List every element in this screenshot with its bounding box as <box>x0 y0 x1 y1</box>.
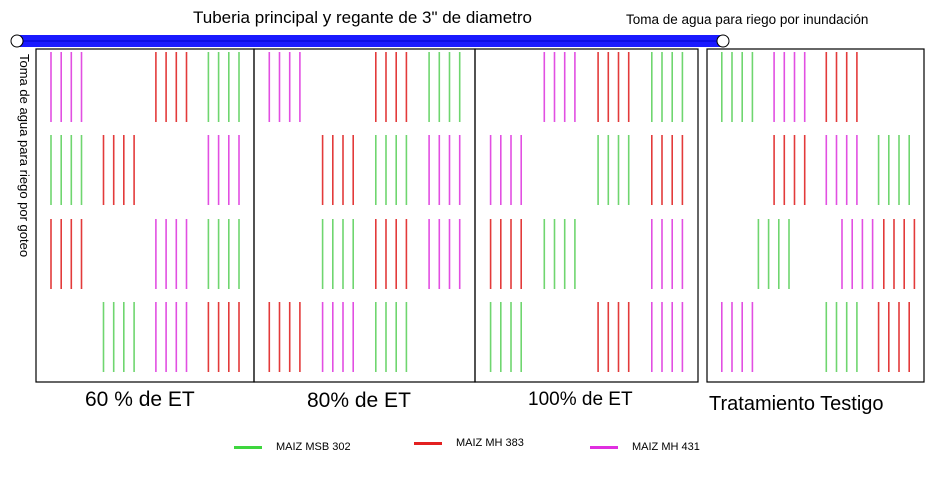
treatment-box-1 <box>35 48 255 383</box>
legend-item-msb302: MAIZ MSB 302 <box>234 441 351 453</box>
legend-item-mh431: MAIZ MH 431 <box>590 441 700 453</box>
treatment-label-80: 80% de ET <box>307 389 411 412</box>
treatment-box-2 <box>253 48 476 383</box>
treatment-label-testigo: Tratamiento Testigo <box>709 393 884 415</box>
treatment-box-3 <box>474 48 699 383</box>
legend-swatch-mh431 <box>590 445 618 449</box>
legend-item-mh383: MAIZ MH 383 <box>414 437 524 449</box>
legend-label-mh383: MAIZ MH 383 <box>456 437 524 449</box>
legend-label-msb302: MAIZ MSB 302 <box>276 441 351 453</box>
legend-swatch-mh383 <box>414 441 442 445</box>
legend-swatch-msb302 <box>234 445 262 449</box>
pipe-end-cap-left <box>10 34 24 48</box>
flood-intake-title: Toma de agua para riego por inundación <box>626 12 869 27</box>
treatment-label-100: 100% de ET <box>528 389 633 410</box>
pipe-end-cap-right <box>716 34 730 48</box>
drip-intake-title: Toma de agua para riego por goteo <box>17 54 32 258</box>
treatment-box-4 <box>706 48 925 383</box>
legend-label-mh431: MAIZ MH 431 <box>632 441 700 453</box>
treatment-label-60: 60 % de ET <box>85 388 195 411</box>
main-pipe-title: Tuberia principal y regante de 3" de dia… <box>193 8 532 27</box>
